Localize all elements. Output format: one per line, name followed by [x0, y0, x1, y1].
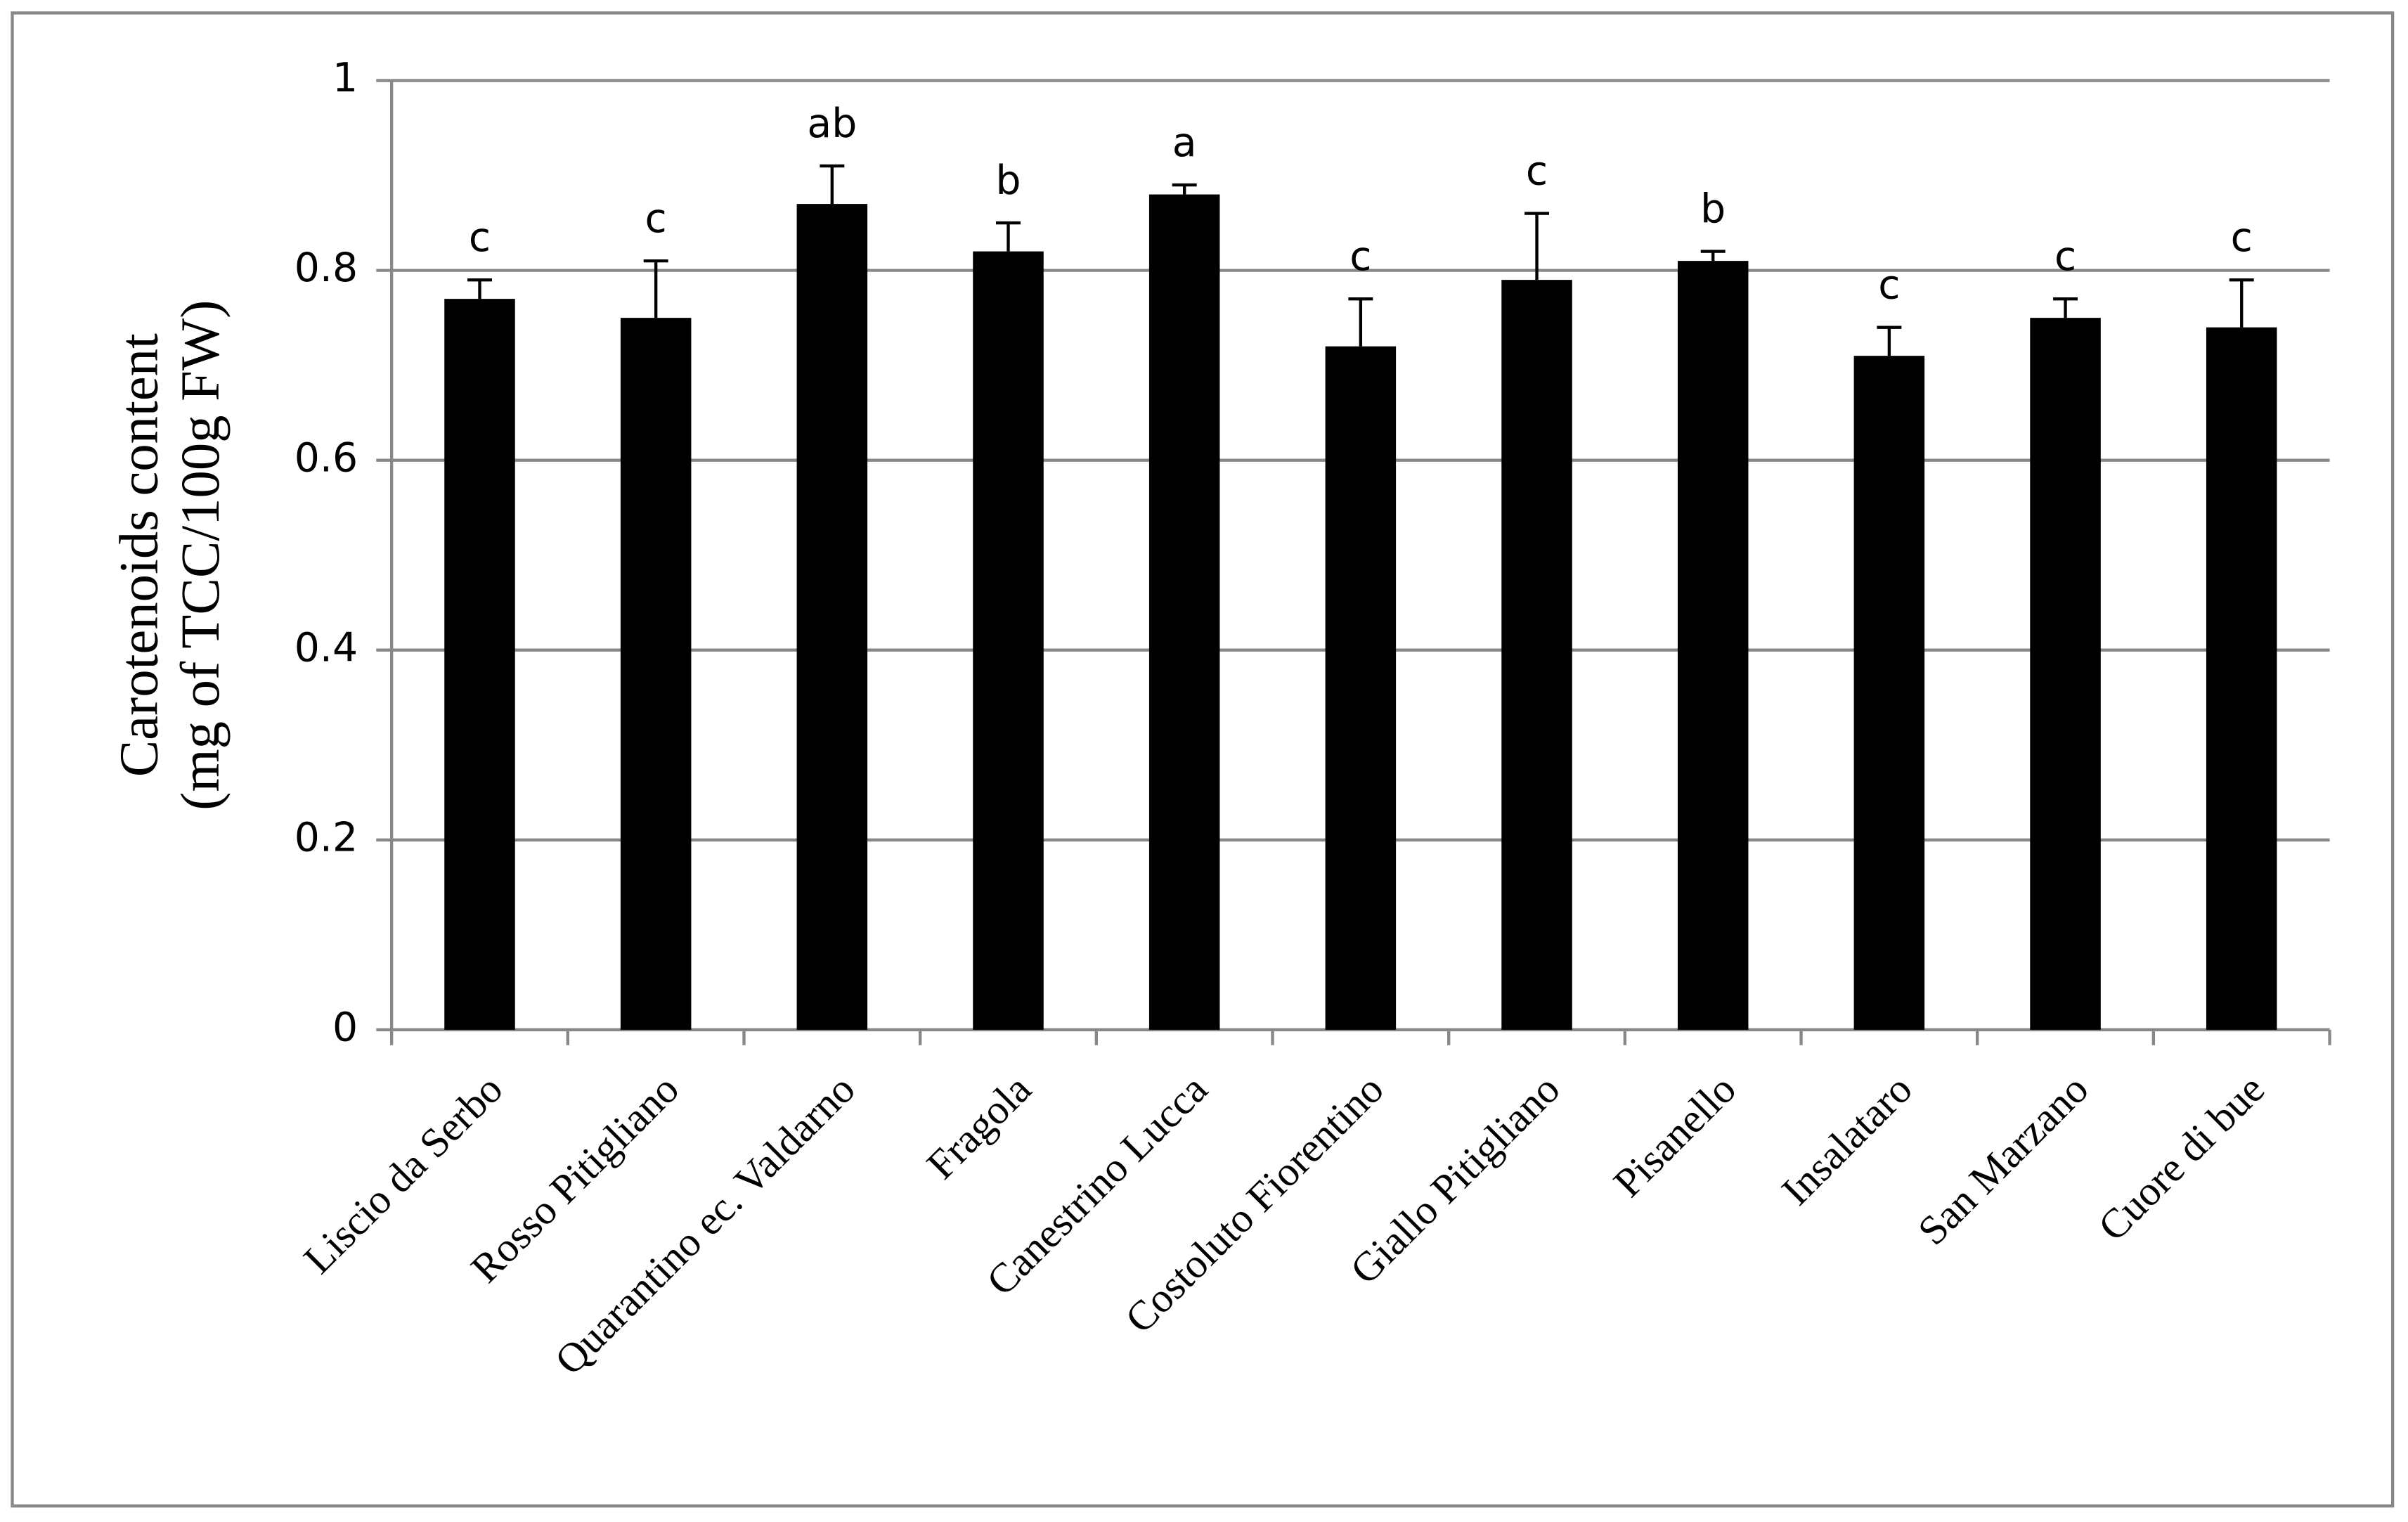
significance-letter: c	[2054, 233, 2076, 280]
significance-letter: c	[1349, 233, 1371, 280]
significance-letter: c	[645, 195, 667, 242]
y-axis-title-line: Carotenoids content	[108, 333, 169, 777]
bar	[1677, 261, 1749, 1030]
significance-letter: c	[469, 214, 491, 261]
y-tick-label: 1	[332, 55, 358, 101]
y-tick-label: 0.6	[294, 434, 358, 481]
significance-letter: b	[1700, 186, 1726, 232]
y-axis-title-line: (mg of TCC/100g FW)	[170, 300, 231, 811]
y-tick-label: 0.8	[294, 245, 358, 291]
y-tick-label: 0.4	[294, 624, 358, 671]
significance-letter: c	[1526, 148, 1548, 194]
bar	[444, 299, 515, 1030]
bar	[1325, 346, 1397, 1030]
significance-letter: b	[995, 157, 1021, 204]
significance-letter: c	[1878, 262, 1900, 308]
bar	[796, 204, 868, 1030]
bar	[2206, 327, 2277, 1030]
y-axis-title: Carotenoids content (mg of TCC/100g FW)	[108, 300, 231, 811]
significance-letter: ab	[807, 101, 857, 147]
y-tick-label: 0.2	[294, 814, 358, 860]
significance-letter: a	[1172, 120, 1197, 166]
bar	[620, 318, 692, 1030]
bar	[1853, 356, 1925, 1030]
significance-letter: c	[2231, 214, 2253, 261]
bar	[2030, 318, 2101, 1030]
bar	[973, 251, 1044, 1030]
bar	[1148, 194, 1220, 1030]
bar	[1501, 280, 1572, 1030]
y-tick-label: 0	[332, 1004, 358, 1050]
